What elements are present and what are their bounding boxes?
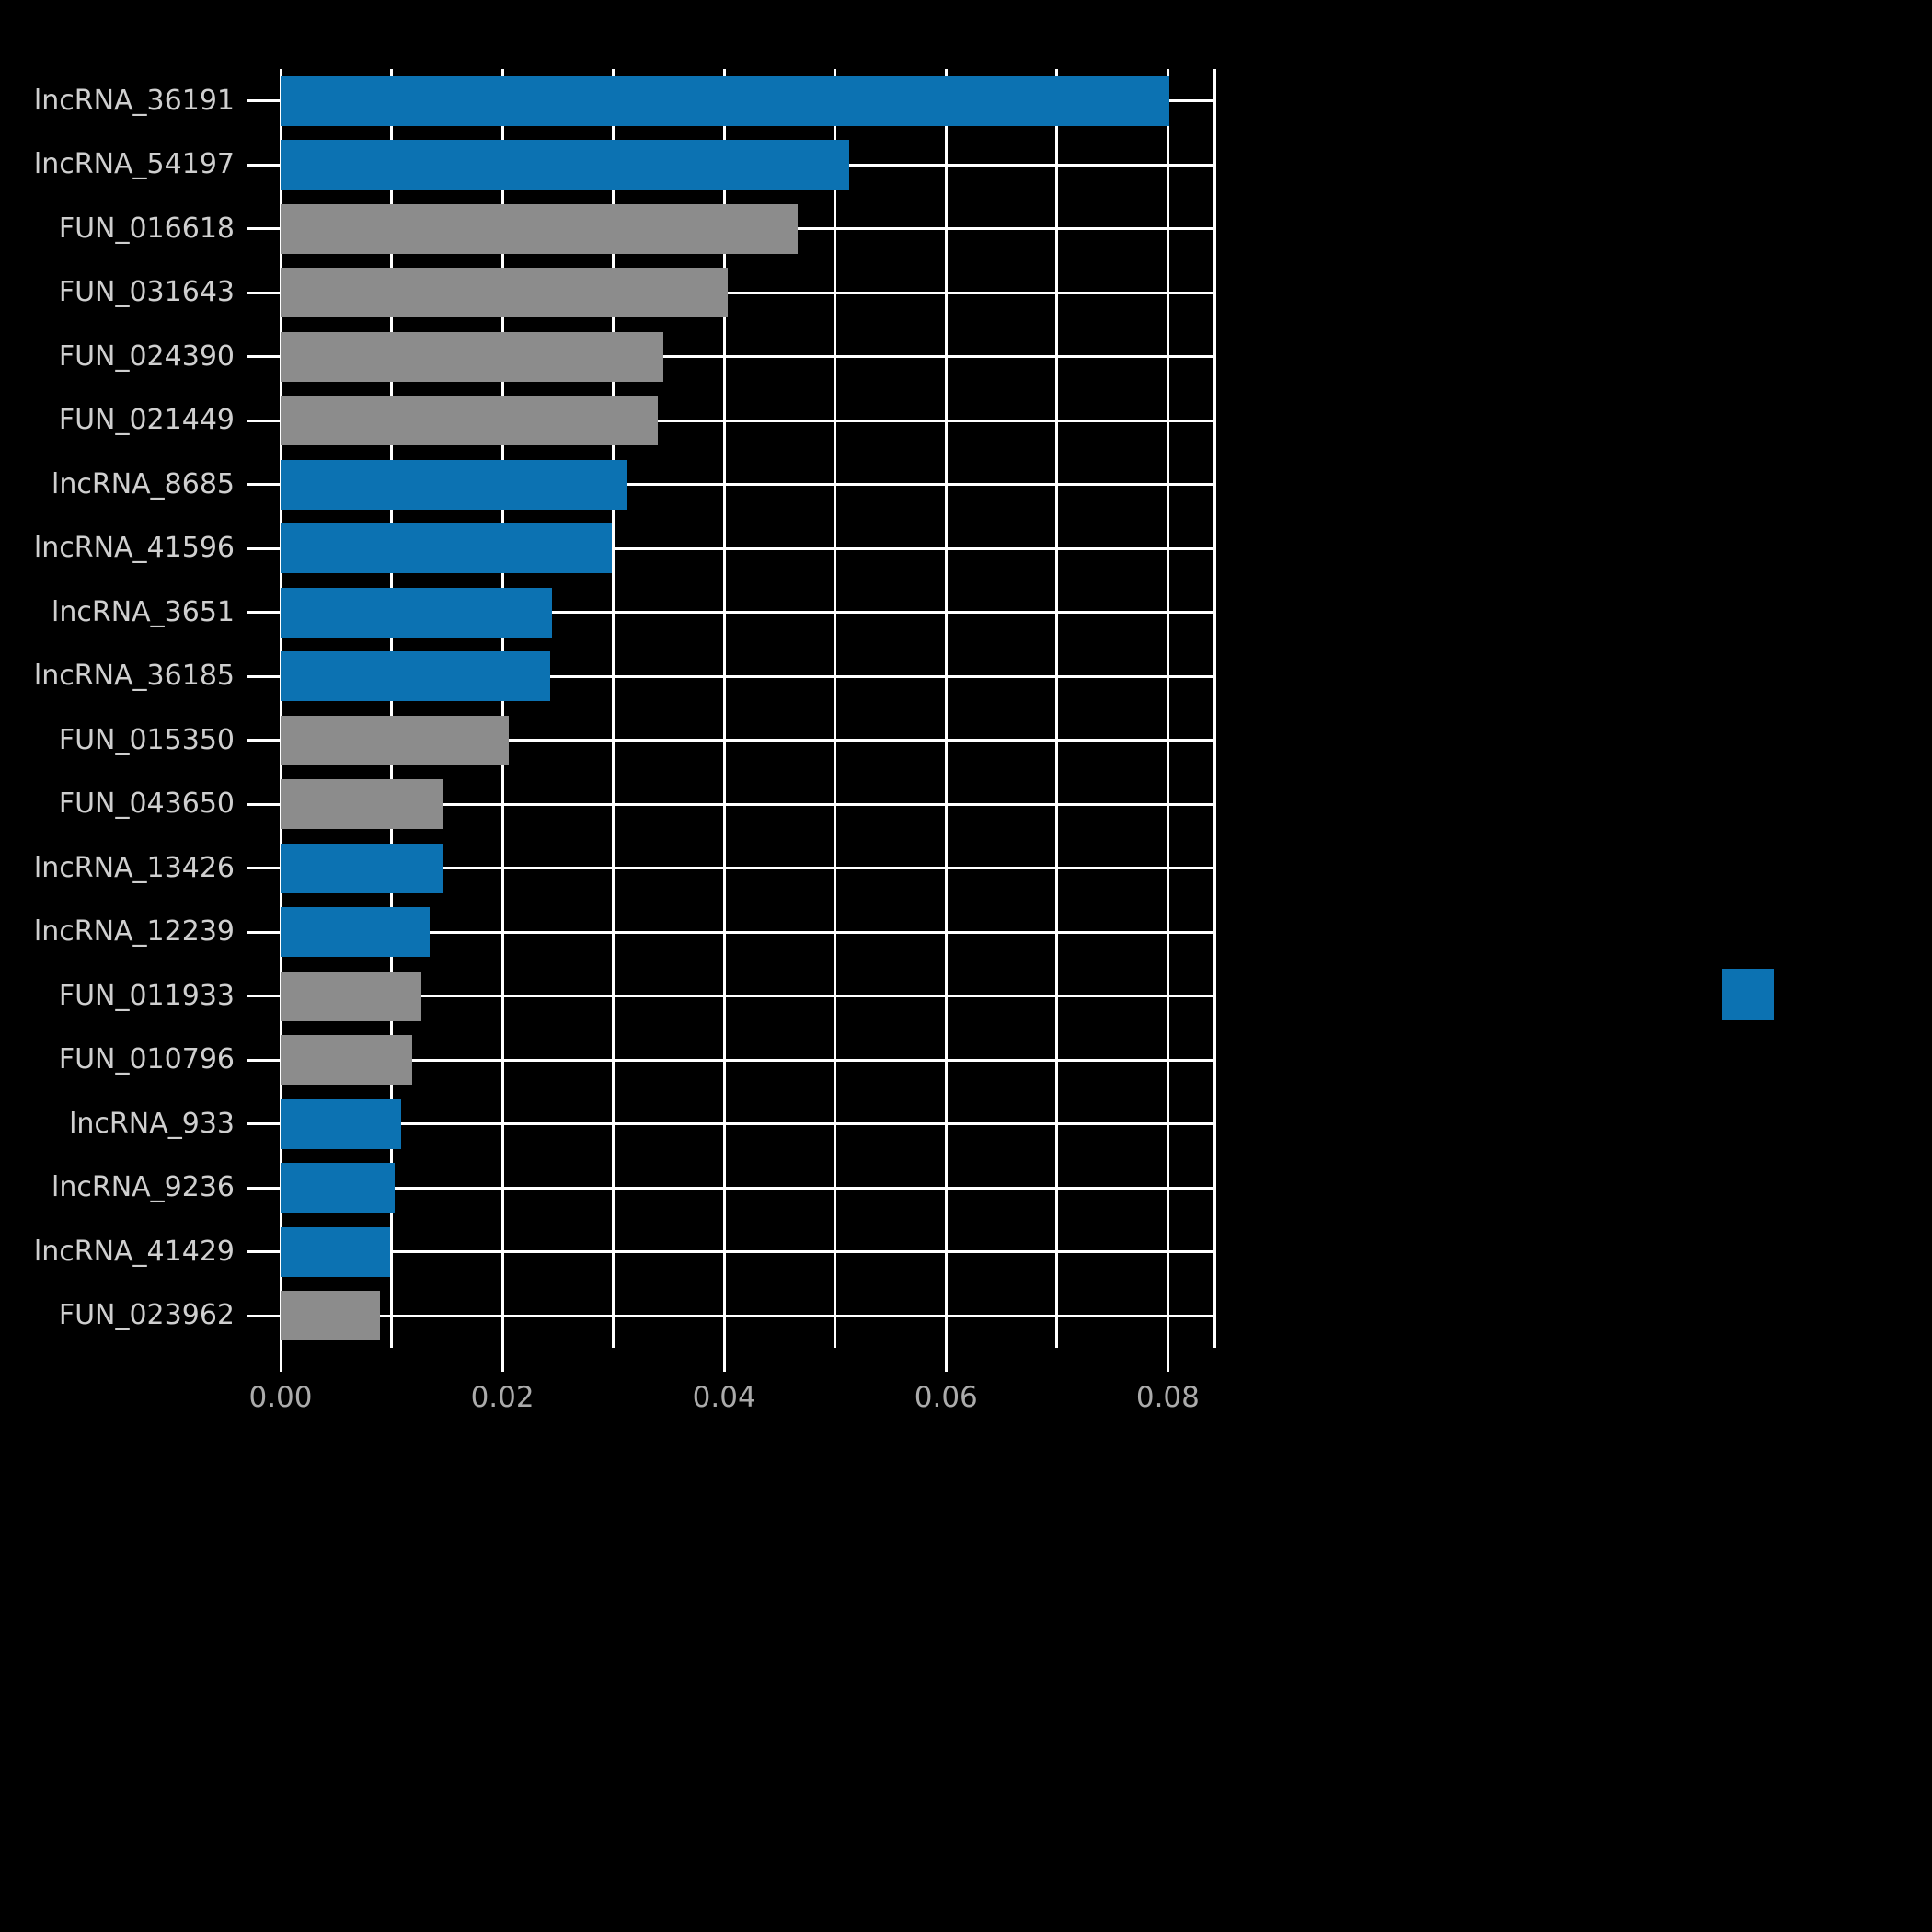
gridline-horizontal (281, 1122, 1214, 1126)
bar (281, 907, 430, 958)
bar (281, 1226, 391, 1277)
panel-right-border (1213, 69, 1216, 1348)
bar (281, 1035, 413, 1086)
y-axis-label: lncRNA_8685 (52, 467, 235, 500)
y-axis-tick (247, 1314, 281, 1317)
y-axis-tick (247, 867, 281, 870)
gridline-vertical (722, 69, 726, 1348)
y-axis-label: lncRNA_54197 (33, 148, 235, 181)
y-axis-label: lncRNA_36185 (33, 660, 235, 693)
bar (281, 1291, 381, 1341)
y-axis-label: FUN_011933 (58, 979, 235, 1012)
gridline-vertical (500, 69, 504, 1348)
y-axis-tick (247, 99, 281, 103)
y-axis-label: FUN_021449 (58, 404, 235, 437)
bar (281, 203, 798, 254)
bar (281, 779, 443, 830)
y-axis-label: FUN_031643 (58, 276, 235, 309)
y-axis-label: lncRNA_36191 (33, 84, 235, 117)
x-axis-tick (1166, 1348, 1169, 1372)
bar (281, 1163, 396, 1213)
bar (281, 715, 510, 765)
gridline-horizontal (281, 611, 1214, 615)
y-axis-tick (247, 291, 281, 294)
y-axis-tick (247, 802, 281, 806)
y-axis-tick (247, 1186, 281, 1190)
bar (281, 268, 728, 318)
y-axis-label: lncRNA_9236 (52, 1171, 235, 1204)
gridline-horizontal (281, 1186, 1214, 1190)
bar (281, 459, 628, 510)
y-axis-label: FUN_015350 (58, 723, 235, 756)
x-axis-tick (722, 1348, 726, 1372)
bar (281, 396, 658, 446)
gridline-horizontal (281, 291, 1214, 294)
y-axis-tick (247, 163, 281, 167)
gridline-vertical (279, 69, 282, 1348)
gridline-horizontal (281, 355, 1214, 359)
gridline-horizontal (281, 930, 1214, 934)
y-axis-label: FUN_010796 (58, 1043, 235, 1076)
y-axis-tick (247, 674, 281, 678)
bar (281, 587, 553, 638)
bar (281, 971, 422, 1021)
gridline-vertical (390, 69, 394, 1348)
y-axis-tick (247, 995, 281, 998)
y-axis-label: FUN_043650 (58, 788, 235, 821)
y-axis-label: FUN_023962 (58, 1299, 235, 1332)
x-axis-label: 0.02 (470, 1381, 535, 1414)
y-axis-tick (247, 483, 281, 487)
y-axis-label: lncRNA_12239 (33, 915, 235, 949)
y-axis-label: lncRNA_3651 (52, 595, 235, 628)
y-axis-tick (247, 611, 281, 615)
y-axis-tick (247, 1058, 281, 1062)
gridline-vertical (612, 69, 615, 1348)
gridline-horizontal (281, 1250, 1214, 1254)
y-axis-label: lncRNA_13426 (33, 851, 235, 884)
y-axis-tick (247, 419, 281, 422)
x-axis-label: 0.04 (692, 1381, 756, 1414)
y-axis-label: lncRNA_41429 (33, 1235, 235, 1268)
bar (281, 523, 613, 574)
x-axis-tick (279, 1348, 282, 1372)
y-axis-tick (247, 930, 281, 934)
gridline-horizontal (281, 419, 1214, 422)
x-axis-label: 0.00 (248, 1381, 313, 1414)
legend-swatch (1722, 969, 1774, 1020)
bar (281, 75, 1169, 126)
bar (281, 140, 850, 190)
bar (281, 331, 663, 382)
bar (281, 651, 550, 702)
x-axis-label: 0.06 (914, 1381, 978, 1414)
y-axis-tick (247, 1250, 281, 1254)
gridline-horizontal (281, 1314, 1214, 1317)
x-axis-label: 0.08 (1135, 1381, 1200, 1414)
gridline-horizontal (281, 867, 1214, 870)
gridline-vertical (1166, 69, 1169, 1348)
y-axis-label: FUN_024390 (58, 339, 235, 373)
gridline-horizontal (281, 546, 1214, 550)
x-axis-tick (500, 1348, 504, 1372)
gridline-horizontal (281, 674, 1214, 678)
gridline-horizontal (281, 802, 1214, 806)
y-axis-label: lncRNA_933 (69, 1107, 235, 1140)
y-axis-tick (247, 546, 281, 550)
y-axis-tick (247, 739, 281, 742)
y-axis-label: lncRNA_41596 (33, 532, 235, 565)
gridline-horizontal (281, 1058, 1214, 1062)
x-axis-tick (944, 1348, 948, 1372)
gridline-vertical (944, 69, 948, 1348)
gridline-horizontal (281, 483, 1214, 487)
bar (281, 1098, 402, 1149)
y-axis-tick (247, 1122, 281, 1126)
bar (281, 843, 443, 893)
y-axis-tick (247, 355, 281, 359)
gridline-horizontal (281, 995, 1214, 998)
gridline-horizontal (281, 739, 1214, 742)
y-axis-label: FUN_016618 (58, 212, 235, 245)
gridline-vertical (1055, 69, 1059, 1348)
y-axis-tick (247, 227, 281, 231)
gridline-vertical (834, 69, 837, 1348)
